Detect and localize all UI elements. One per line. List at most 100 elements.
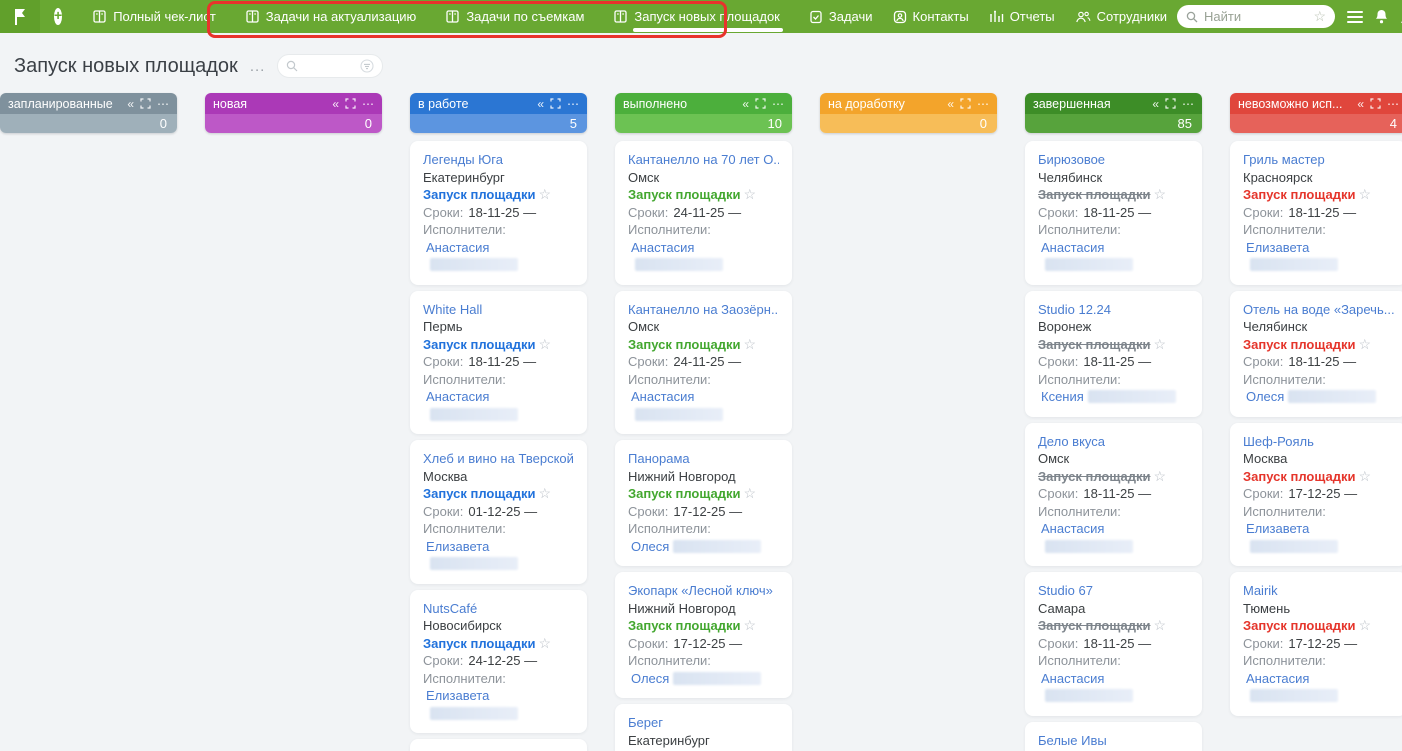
card-task-link[interactable]: Запуск площадки xyxy=(1243,468,1356,484)
hamburger-menu-icon[interactable] xyxy=(1347,10,1364,23)
saved-search-star-icon[interactable]: ☆ xyxy=(1313,8,1327,24)
collapse-column-icon[interactable]: « xyxy=(742,96,749,111)
column-menu-icon[interactable]: ⋯ xyxy=(1387,96,1399,111)
assignee-link[interactable]: Анастасия xyxy=(1246,670,1310,686)
column-menu-icon[interactable]: ⋯ xyxy=(567,96,579,111)
global-search-input[interactable]: Найти ☆ xyxy=(1177,5,1336,28)
collapse-column-icon[interactable]: « xyxy=(537,96,544,111)
card-task-link[interactable]: Запуск площадки xyxy=(628,187,741,202)
card-title-link[interactable]: White Hall xyxy=(423,301,483,317)
card-task-link[interactable]: Запуск площадки xyxy=(1038,468,1151,484)
column-menu-icon[interactable]: ⋯ xyxy=(977,96,989,111)
board-search-input[interactable] xyxy=(277,54,384,78)
expand-column-icon[interactable] xyxy=(345,98,356,109)
task-card[interactable]: Бирюзовое Челябинск Запуск площадки ☆ Сро… xyxy=(1025,141,1202,285)
card-title-link[interactable]: Studio 12.24 xyxy=(1038,301,1112,317)
task-card[interactable]: Кантанелло на Заозёрн... Омск Запуск пло… xyxy=(615,290,792,434)
menu-item-employees[interactable]: Сотрудники xyxy=(1065,0,1177,33)
assignee-link[interactable]: Анастасия xyxy=(1041,670,1105,686)
task-card[interactable]: Берег Екатеринбург Запуск площадки☆ Срок… xyxy=(615,704,792,751)
expand-column-icon[interactable] xyxy=(755,98,766,109)
menu-item-contacts[interactable]: Контакты xyxy=(883,0,979,33)
star-icon[interactable]: ☆ xyxy=(1153,186,1167,202)
task-card[interactable]: Гриль мастер Красноярск Запуск площадки ☆… xyxy=(1230,141,1402,285)
expand-column-icon[interactable] xyxy=(550,98,561,109)
menu-item-tasks[interactable]: Задачи xyxy=(799,0,883,33)
card-task-link[interactable]: Запуск площадки xyxy=(423,486,536,501)
star-icon[interactable]: ☆ xyxy=(1153,467,1167,484)
collapse-column-icon[interactable]: « xyxy=(1152,96,1159,111)
card-title-link[interactable]: Studio 67 xyxy=(1038,583,1093,598)
card-task-link[interactable]: Запуск площадки xyxy=(423,635,536,651)
star-icon[interactable]: ☆ xyxy=(743,749,756,751)
card-task-link[interactable]: Запуск площадки xyxy=(1038,336,1151,352)
title-more-icon[interactable]: ... xyxy=(249,57,266,75)
card-task-link[interactable]: Запуск площадки xyxy=(628,336,741,352)
card-title-link[interactable]: Экопарк «Лесной ключ» xyxy=(628,583,773,598)
star-icon[interactable]: ☆ xyxy=(538,335,552,352)
card-title-link[interactable]: Панорама xyxy=(628,451,690,466)
task-card[interactable]: Панорама Нижний Новгород Запуск площадки… xyxy=(615,440,792,566)
collapse-column-icon[interactable]: « xyxy=(127,96,134,111)
task-card[interactable]: NutsCafé Новосибирск Запуск площадки ☆ Ср… xyxy=(410,589,587,733)
column-header[interactable]: завершенная « ⋯ 85 xyxy=(1025,93,1202,133)
assignee-link[interactable]: Анастасия xyxy=(1041,521,1105,536)
collapse-column-icon[interactable]: « xyxy=(332,96,339,111)
assignee-link[interactable]: Анастасия xyxy=(631,389,695,404)
assignee-link[interactable]: Анастасия xyxy=(1041,239,1105,255)
star-icon[interactable]: ☆ xyxy=(538,485,552,501)
star-icon[interactable]: ☆ xyxy=(538,634,552,651)
expand-column-icon[interactable] xyxy=(960,98,971,109)
task-card[interactable]: Кантанелло на 70 лет О... Омск Запуск пл… xyxy=(615,141,792,285)
card-task-link[interactable]: Запуск площадки xyxy=(1243,336,1356,352)
card-title-link[interactable]: Хлеб и вино на Тверской xyxy=(423,451,574,466)
star-icon[interactable]: ☆ xyxy=(743,485,757,501)
card-task-link[interactable]: Запуск площадки xyxy=(1243,187,1356,202)
task-card[interactable]: Studio 67 Самара Запуск площадки ☆ Сроки:… xyxy=(1025,572,1202,716)
column-header[interactable]: в работе « ⋯ 5 xyxy=(410,93,587,133)
card-title-link[interactable]: Кантанелло на Заозёрн... xyxy=(628,301,779,317)
card-task-link[interactable]: Запуск площадки xyxy=(628,486,741,501)
star-icon[interactable]: ☆ xyxy=(1153,617,1167,633)
star-icon[interactable]: ☆ xyxy=(743,335,757,352)
collapse-column-icon[interactable]: « xyxy=(1357,96,1364,111)
assignee-link[interactable]: Анастасия xyxy=(631,239,695,255)
star-icon[interactable]: ☆ xyxy=(538,186,552,202)
column-header[interactable]: запланированные « ⋯ 0 xyxy=(0,93,177,133)
star-icon[interactable]: ☆ xyxy=(743,186,757,202)
tab-shooting-tasks[interactable]: Задачи по съемкам xyxy=(431,0,599,33)
assignee-link[interactable]: Елизавета xyxy=(426,688,490,703)
card-title-link[interactable]: Отель на воде «Заречь... xyxy=(1243,301,1394,317)
column-header[interactable]: новая « ⋯ 0 xyxy=(205,93,382,133)
card-task-link[interactable]: Запуск площадки xyxy=(1243,618,1356,633)
assignee-link[interactable]: Олеся xyxy=(631,670,670,686)
task-card[interactable]: Дело вкуса Омск Запуск площадки ☆ Сроки: 1… xyxy=(1025,422,1202,566)
star-icon[interactable]: ☆ xyxy=(1358,335,1372,352)
add-button[interactable]: + xyxy=(54,7,63,25)
column-menu-icon[interactable]: ⋯ xyxy=(362,96,374,111)
task-card[interactable]: Studio 12.24 Воронеж Запуск площадки ☆ Ср… xyxy=(1025,290,1202,417)
card-title-link[interactable]: Шеф-Рояль xyxy=(1243,433,1314,449)
card-title-link[interactable]: Кантанелло на 70 лет О... xyxy=(628,152,779,167)
app-logo[interactable] xyxy=(0,0,40,33)
task-card[interactable]: Легенды Юга Екатеринбург Запуск площадки… xyxy=(410,141,587,285)
assignee-link[interactable]: Елизавета xyxy=(426,538,490,554)
star-icon[interactable]: ☆ xyxy=(743,617,757,633)
card-title-link[interactable]: Берег xyxy=(628,715,663,730)
task-card[interactable]: Отель на воде «Заречь... Челябинск Запус… xyxy=(1230,290,1402,417)
star-icon[interactable]: ☆ xyxy=(1358,617,1372,633)
assignee-link[interactable]: Елизавета xyxy=(1246,521,1310,536)
card-task-link[interactable]: Запуск площадки xyxy=(423,336,536,352)
column-menu-icon[interactable]: ⋯ xyxy=(772,96,784,111)
task-card[interactable]: Mairik Тюмень Запуск площадки ☆ Сроки: 17-… xyxy=(1230,572,1402,716)
assignee-link[interactable]: Елизавета xyxy=(1246,239,1310,255)
card-title-link[interactable]: Дело вкуса xyxy=(1038,433,1105,449)
card-task-link[interactable]: Запуск площадки xyxy=(1038,618,1151,633)
card-title-link[interactable]: Белые Ивы xyxy=(1038,732,1107,748)
task-card[interactable]: Шеф-Рояль Москва Запуск площадки ☆ Сроки:… xyxy=(1230,422,1402,566)
card-title-link[interactable]: Mairik xyxy=(1243,583,1278,598)
star-icon[interactable]: ☆ xyxy=(1358,186,1372,202)
filter-icon[interactable] xyxy=(360,59,374,73)
assignee-link[interactable]: Ксения xyxy=(1041,389,1084,404)
expand-column-icon[interactable] xyxy=(1370,98,1381,109)
